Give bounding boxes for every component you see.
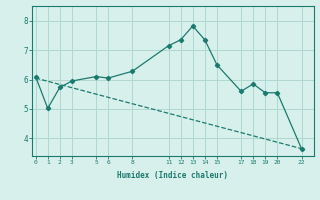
X-axis label: Humidex (Indice chaleur): Humidex (Indice chaleur) [117, 171, 228, 180]
